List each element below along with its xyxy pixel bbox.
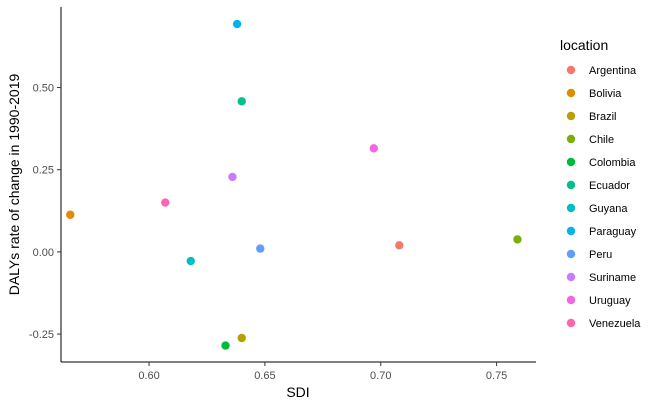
data-point-brazil: [237, 333, 246, 343]
legend-label-ecuador: Ecuador: [589, 180, 630, 192]
data-point-uruguay: [369, 144, 379, 153]
data-point-guyana: [186, 256, 195, 266]
legend-key-peru: [566, 249, 576, 259]
legend-key-argentina: [566, 65, 576, 75]
x-tick-label: 0.75: [486, 370, 507, 382]
legend-label-chile: Chile: [589, 134, 614, 146]
y-tick-label: 0.50: [33, 83, 54, 95]
y-tick-label: -0.25: [29, 329, 54, 341]
x-tick-label: 0.60: [138, 370, 159, 382]
legend-label-argentina: Argentina: [589, 65, 637, 77]
data-points: [66, 19, 522, 350]
legend-key-suriname: [566, 272, 576, 282]
data-point-chile: [513, 235, 522, 244]
legend: location Argentina Bolivia Brazil Chile Colo…: [560, 37, 641, 330]
legend-items: Argentina Bolivia Brazil Chile Colombia Ecuad…: [566, 65, 641, 330]
legend-label-suriname: Suriname: [589, 272, 636, 284]
data-point-venezuela: [161, 198, 170, 207]
legend-title: location: [560, 37, 608, 53]
data-point-paraguay: [232, 19, 242, 29]
plot-area: 0.60 0.65 0.70 0.75 -0.25 0.00 0.25 0.50: [29, 7, 536, 382]
legend-label-guyana: Guyana: [589, 203, 628, 215]
legend-label-colombia: Colombia: [589, 157, 636, 169]
legend-key-paraguay: [566, 226, 576, 236]
x-ticks: 0.60 0.65 0.70 0.75: [138, 362, 507, 382]
legend-key-colombia: [566, 157, 576, 167]
legend-label-uruguay: Uruguay: [589, 295, 631, 307]
legend-key-uruguay: [566, 295, 576, 305]
data-point-peru: [256, 244, 265, 253]
legend-key-brazil: [566, 111, 576, 121]
legend-label-peru: Peru: [589, 249, 612, 261]
data-point-argentina: [395, 241, 404, 250]
legend-label-brazil: Brazil: [589, 111, 617, 123]
legend-label-bolivia: Bolivia: [589, 88, 622, 100]
legend-label-venezuela: Venezuela: [589, 318, 641, 330]
legend-key-ecuador: [566, 180, 576, 190]
legend-key-venezuela: [566, 318, 576, 328]
data-point-ecuador: [237, 97, 246, 106]
y-ticks: -0.25 0.00 0.25 0.50: [29, 83, 61, 341]
y-tick-label: 0.00: [33, 247, 54, 259]
data-point-colombia: [221, 341, 230, 350]
data-point-suriname: [228, 172, 237, 182]
x-axis-title: SDI: [286, 384, 309, 400]
x-tick-label: 0.65: [254, 370, 275, 382]
y-axis-title: DALYs rate of change in 1990-2019: [6, 74, 22, 296]
x-tick-label: 0.70: [370, 370, 391, 382]
legend-key-guyana: [566, 203, 576, 213]
legend-label-paraguay: Paraguay: [589, 226, 637, 238]
legend-key-chile: [566, 134, 576, 144]
data-point-bolivia: [66, 210, 75, 219]
legend-key-bolivia: [566, 88, 576, 98]
y-tick-label: 0.25: [33, 165, 54, 177]
